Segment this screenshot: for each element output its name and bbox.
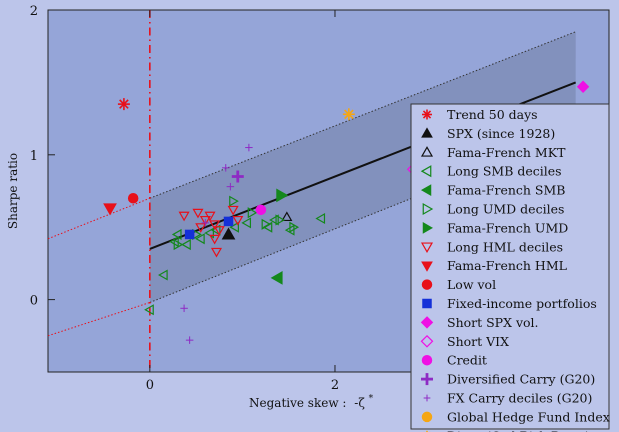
- data-point-16: [201, 219, 210, 227]
- legend-marker: [422, 202, 434, 216]
- data-point-11: [223, 216, 234, 227]
- legend-label: Long UMD deciles: [447, 202, 564, 217]
- data-point-2: [221, 227, 236, 240]
- legend-label: Global Hedge Fund Index: [447, 409, 610, 424]
- legend-marker: [420, 165, 432, 178]
- legend-marker: [422, 298, 432, 309]
- legend-label: SPX (since 1928): [447, 126, 555, 141]
- data-point-16: [226, 182, 235, 191]
- data-point-6: [247, 207, 258, 219]
- data-point-6: [173, 239, 184, 251]
- x-tick-label: 2: [331, 378, 339, 393]
- data-point-4: [144, 304, 154, 316]
- data-point-8: [178, 211, 190, 222]
- data-point-16: [245, 143, 253, 152]
- legend-marker: [420, 146, 434, 157]
- data-point-5: [270, 271, 283, 285]
- legend-marker: [420, 316, 434, 329]
- data-point-16: [221, 164, 230, 172]
- legend-marker: [422, 109, 432, 120]
- band-extension-upper: [47, 197, 151, 240]
- legend-marker: [421, 261, 433, 272]
- legend-label: Short SPX vol.: [447, 315, 539, 330]
- x-axis-title-text: Negative skew :: [249, 396, 346, 410]
- legend-marker: [420, 334, 434, 348]
- data-point-4: [195, 233, 205, 245]
- legend-marker: [421, 411, 433, 423]
- legend-label: Credit: [447, 353, 487, 368]
- data-point-4: [315, 212, 326, 225]
- legend-label: Trend 50 days: [447, 107, 538, 122]
- data-point-4: [171, 228, 182, 240]
- data-point-8: [227, 205, 239, 216]
- data-point-4: [241, 217, 252, 229]
- data-point-8: [195, 223, 207, 233]
- axis-labels: Sharpe ratio Negative skew : -ζ *: [6, 153, 374, 410]
- data-point-10: [127, 192, 139, 204]
- data-point-8: [232, 215, 244, 226]
- data-point-8: [210, 247, 223, 258]
- data-point-6: [289, 221, 300, 233]
- legend-marker: [423, 394, 431, 402]
- data-point-14: [255, 204, 267, 216]
- data-point-8: [209, 234, 221, 245]
- legend-label: FX Carry deciles (G20): [447, 391, 592, 406]
- legend-label: Low vol: [447, 277, 496, 292]
- x-tick-label: 0: [146, 378, 154, 393]
- data-point-15: [231, 170, 244, 183]
- data-point-3: [281, 211, 293, 222]
- legend-label: Diversified Risk Premia: [447, 428, 597, 432]
- legend-marker: [421, 373, 433, 386]
- band-upper-edge: [149, 31, 576, 199]
- legend-label: Long HML deciles: [447, 239, 563, 254]
- data-point-9: [103, 203, 117, 216]
- legend-label: Fama-French HML: [447, 258, 567, 273]
- legend-label: Long SMB deciles: [447, 164, 562, 179]
- y-tick-label: 1: [30, 149, 38, 164]
- x-axis-title-superscript: *: [369, 394, 374, 404]
- data-point-8: [213, 226, 225, 236]
- legend-label: Fixed-income portfolios: [447, 296, 597, 311]
- data-point-16: [180, 304, 188, 313]
- data-point-4: [229, 221, 239, 233]
- data-point-18: [342, 108, 355, 121]
- data-point-12: [576, 80, 590, 93]
- x-axis-title-symbol: -ζ: [354, 396, 365, 410]
- data-point-6: [275, 214, 286, 226]
- data-point-8: [209, 220, 221, 231]
- legend-label: Fama-French SMB: [447, 183, 565, 198]
- y-tick-label: 2: [30, 4, 38, 19]
- data-point-4: [269, 214, 279, 226]
- legend-marker: [421, 279, 433, 290]
- data-point-7: [276, 188, 289, 203]
- y-axis-title: Sharpe ratio: [6, 153, 20, 229]
- legend-marker: [422, 222, 434, 234]
- legend-label: Fama-French UMD: [447, 220, 568, 235]
- legend-marker: [420, 242, 434, 254]
- legend-marker: [421, 354, 433, 366]
- data-point-8: [204, 211, 216, 222]
- data-point-8: [199, 215, 211, 226]
- data-point-1: [117, 98, 130, 111]
- data-point-4: [158, 269, 168, 281]
- x-axis-title: Negative skew : -ζ *: [249, 394, 374, 410]
- band-extension-lower: [47, 302, 150, 337]
- legend-label: Short VIX: [447, 334, 509, 349]
- data-point-8: [192, 208, 204, 219]
- data-point-4: [181, 239, 191, 251]
- legend-label: Fama-French MKT: [447, 145, 566, 160]
- legend-label: Diversified Carry (G20): [447, 372, 595, 387]
- data-point-11: [184, 229, 195, 240]
- data-point-16: [185, 336, 194, 344]
- y-tick-label: 0: [30, 294, 38, 309]
- band-area: [149, 31, 576, 303]
- legend-marker: [420, 184, 432, 196]
- legend-box: [410, 103, 610, 430]
- data-point-6: [229, 195, 239, 207]
- data-point-6: [261, 218, 272, 230]
- legend: Trend 50 days SPX (since 1928) Fama-French…: [410, 103, 610, 432]
- legend-marker: [421, 127, 433, 138]
